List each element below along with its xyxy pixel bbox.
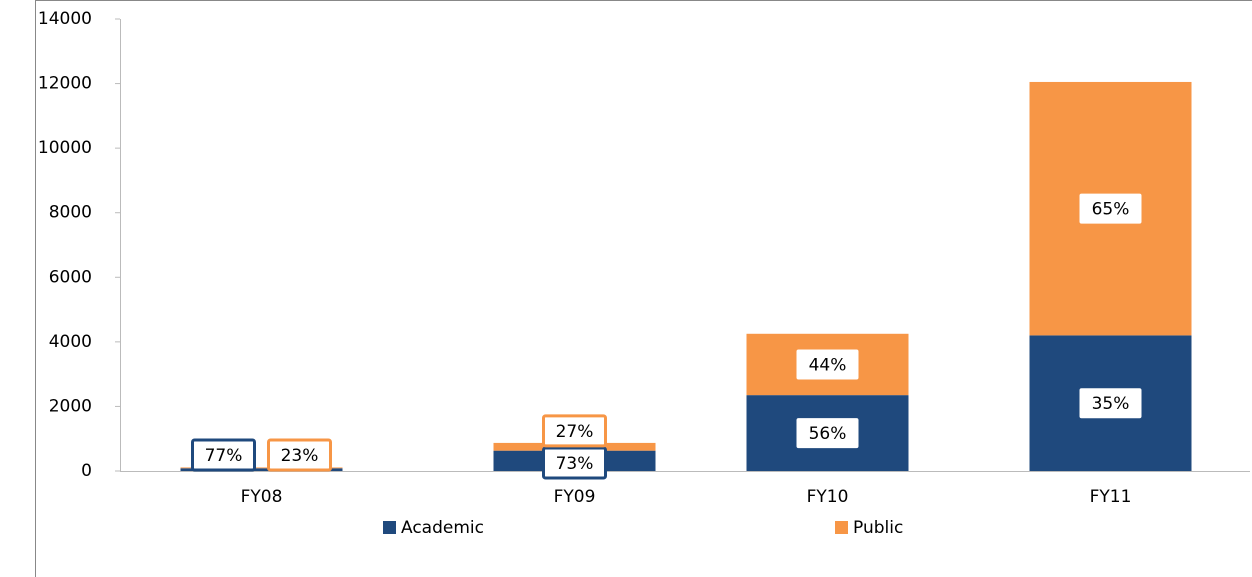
- x-tick-label: FY09: [554, 487, 596, 507]
- data-label-box: [191, 438, 256, 472]
- legend-label: Public: [853, 518, 903, 538]
- data-label: 44%: [809, 355, 847, 375]
- y-tick-label: 6000: [49, 267, 92, 287]
- data-label-box: [542, 446, 607, 480]
- data-label: 35%: [1092, 394, 1130, 414]
- data-label-box: [796, 418, 859, 449]
- bar-segment: [180, 467, 343, 469]
- data-label-box: [796, 349, 859, 380]
- legend-swatch: [383, 521, 396, 534]
- legend-label: Academic: [401, 518, 484, 538]
- x-tick-label: FY10: [807, 487, 849, 507]
- y-tick-label: 0: [81, 461, 92, 481]
- y-tick-label: 8000: [49, 203, 92, 223]
- y-tick-label: 4000: [49, 332, 92, 352]
- y-tick-label: 12000: [38, 74, 92, 94]
- data-label: 56%: [809, 424, 847, 444]
- data-label-box: [267, 438, 332, 472]
- x-tick-label: FY08: [241, 487, 283, 507]
- data-label: 23%: [281, 446, 319, 466]
- data-label-box: [542, 414, 607, 448]
- bar-segment: [180, 468, 343, 471]
- data-label-box: [1079, 388, 1142, 419]
- data-label: 73%: [556, 454, 594, 474]
- legend-swatch: [835, 521, 848, 534]
- data-label: 27%: [556, 422, 594, 442]
- y-tick-label: 10000: [38, 138, 92, 158]
- x-tick-label: FY11: [1090, 487, 1132, 507]
- y-tick-label: 14000: [38, 9, 92, 29]
- y-tick-label: 2000: [49, 396, 92, 416]
- data-label: 77%: [205, 446, 243, 466]
- data-label: 65%: [1092, 200, 1130, 220]
- data-label-box: [1079, 193, 1142, 224]
